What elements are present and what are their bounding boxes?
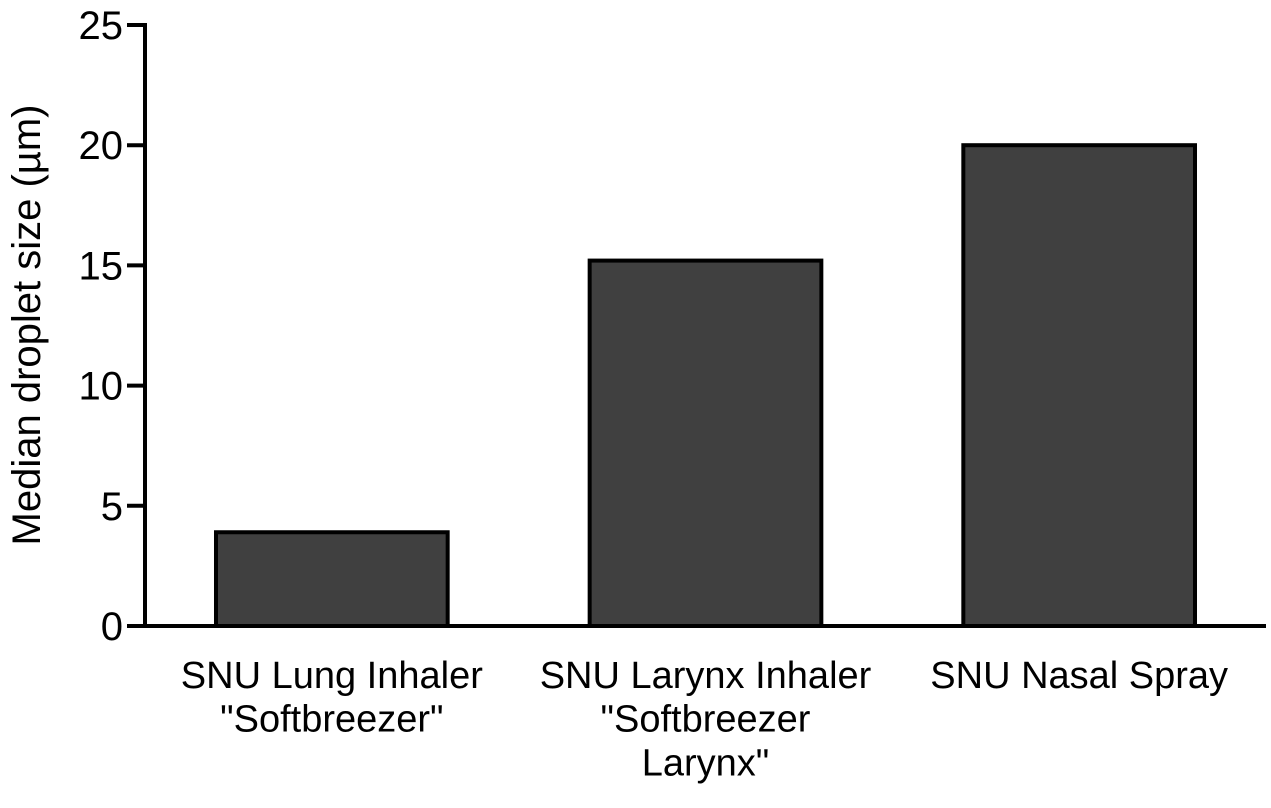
y-tick-label: 10 <box>79 365 124 409</box>
y-tick-label: 20 <box>79 124 124 168</box>
y-axis-title: Median droplet size (µm) <box>5 105 49 546</box>
x-tick-label: SNU Larynx Inhaler "Softbreezer Larynx" <box>540 655 872 784</box>
x-tick-label: SNU Nasal Spray <box>930 655 1228 697</box>
y-tick-label: 0 <box>101 605 123 649</box>
y-tick-label: 5 <box>101 485 123 529</box>
bar <box>213 530 450 629</box>
y-tick-label: 25 <box>79 4 124 48</box>
y-tick-label: 15 <box>79 244 124 288</box>
x-tick-label: SNU Lung Inhaler "Softbreezer" <box>181 655 483 741</box>
bar <box>587 258 824 628</box>
bar <box>961 143 1198 628</box>
